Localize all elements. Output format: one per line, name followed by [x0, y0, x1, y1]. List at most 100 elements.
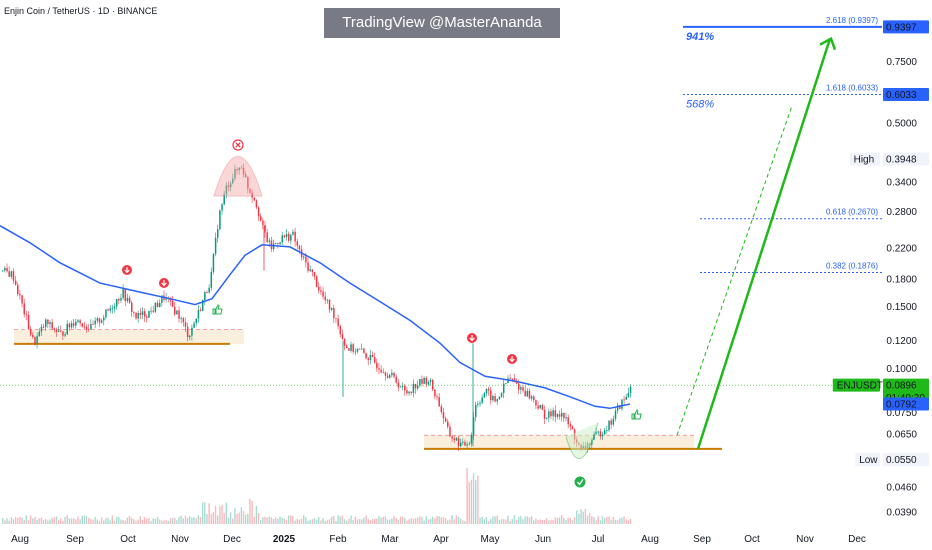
candle-body	[290, 234, 292, 241]
volume-bar	[556, 517, 559, 524]
candle-body	[599, 431, 602, 437]
candle-body	[214, 237, 217, 254]
price-tick-label: 0.2800	[886, 207, 917, 218]
volume-bar	[610, 520, 612, 524]
price-axis-label	[883, 152, 929, 166]
time-tick-label: Oct	[120, 534, 136, 545]
fib-level-label: 1.618 (0.6033)	[826, 83, 878, 92]
volume-bar	[303, 515, 305, 524]
price-tick-label: 0.1200	[886, 336, 917, 347]
candle-body	[502, 383, 505, 394]
candle-body	[100, 320, 103, 323]
price-tag-label: Low	[859, 455, 878, 466]
candle-body	[513, 378, 516, 382]
candle-body	[186, 326, 189, 338]
candle-body	[244, 174, 247, 178]
price-tag-box	[832, 378, 880, 392]
candle-body	[223, 194, 225, 205]
volume-bar	[614, 519, 617, 524]
price-tag-box	[849, 152, 880, 166]
volume-bar	[253, 516, 255, 524]
candle-body	[341, 334, 344, 339]
candle-body	[509, 378, 511, 380]
volume-bar	[350, 515, 352, 524]
down-arrow-icon	[509, 356, 515, 363]
volume-bar	[298, 519, 301, 524]
volume-bar	[356, 519, 359, 524]
time-tick-label: Aug	[11, 534, 29, 545]
volume-bar	[423, 520, 425, 524]
volume-bar	[126, 517, 129, 524]
volume-bar	[629, 518, 632, 524]
candle-body	[629, 386, 632, 394]
candle-body	[60, 330, 62, 332]
candle-body	[556, 414, 559, 417]
price-axis-label	[883, 87, 929, 101]
candle-body	[554, 410, 557, 417]
price-tick-label: 0.2200	[886, 244, 917, 255]
volume-bar	[352, 520, 354, 524]
candle-body	[120, 297, 122, 301]
price-labels: 0.93970.60330.3948High0.089601:49:30ENJU…	[0, 20, 929, 467]
candle-body	[257, 207, 260, 217]
candle-body	[70, 323, 73, 328]
volume-bar	[103, 520, 105, 524]
candle-body	[279, 242, 281, 244]
volume-bar	[208, 503, 210, 524]
volume-bar	[526, 516, 528, 524]
candle-body	[204, 292, 206, 301]
volume-bar	[337, 515, 339, 524]
candle-body	[350, 344, 352, 351]
candle-body	[212, 253, 215, 272]
candle-body	[184, 322, 187, 327]
volume-bar	[406, 520, 408, 524]
volume-bar	[150, 520, 152, 524]
volume-bar	[100, 517, 103, 524]
volume-bar	[341, 515, 344, 524]
candle-body	[236, 169, 238, 171]
volume-bar	[313, 517, 316, 524]
volume-bar	[49, 519, 51, 524]
volume-bar	[38, 518, 40, 524]
candle-body	[260, 216, 262, 221]
volume-bar	[283, 518, 286, 524]
volume-bar	[169, 518, 172, 524]
volume-bar	[275, 517, 277, 524]
candle-body	[62, 331, 64, 336]
volume-bar	[257, 512, 260, 524]
volume-bar	[419, 516, 421, 524]
volume-bar	[444, 518, 447, 524]
volume-bar	[247, 513, 249, 524]
price-axis-label	[883, 397, 929, 411]
volume-bar	[371, 519, 374, 524]
candle-body	[36, 336, 38, 345]
volume-bar	[55, 516, 58, 524]
volume-bar	[21, 517, 23, 524]
candle-body	[571, 426, 574, 430]
candle-body	[522, 387, 524, 391]
volume-bar	[593, 517, 595, 524]
candle-body	[440, 406, 443, 413]
volume-bar	[105, 518, 107, 524]
volume-bar	[296, 518, 298, 524]
volume-bar	[457, 516, 460, 524]
candle-body	[498, 397, 501, 400]
fib-level-label: 2.618 (0.9397)	[826, 16, 878, 25]
candle-body	[606, 430, 608, 431]
volume-bar	[156, 516, 159, 524]
candle-body	[8, 271, 10, 277]
candle-body	[326, 299, 329, 301]
time-tick-label: Oct	[744, 534, 760, 545]
candle-body	[621, 399, 623, 409]
volume-bar	[401, 516, 404, 524]
volume-bar	[270, 517, 273, 524]
candle-body	[124, 288, 127, 302]
candle-body	[427, 381, 430, 385]
volume-bar	[85, 516, 88, 524]
volume-bar	[90, 519, 92, 524]
candle-body	[174, 306, 176, 315]
volume-bar	[348, 518, 350, 524]
volume-bar	[137, 519, 139, 524]
candle-body	[221, 204, 223, 211]
